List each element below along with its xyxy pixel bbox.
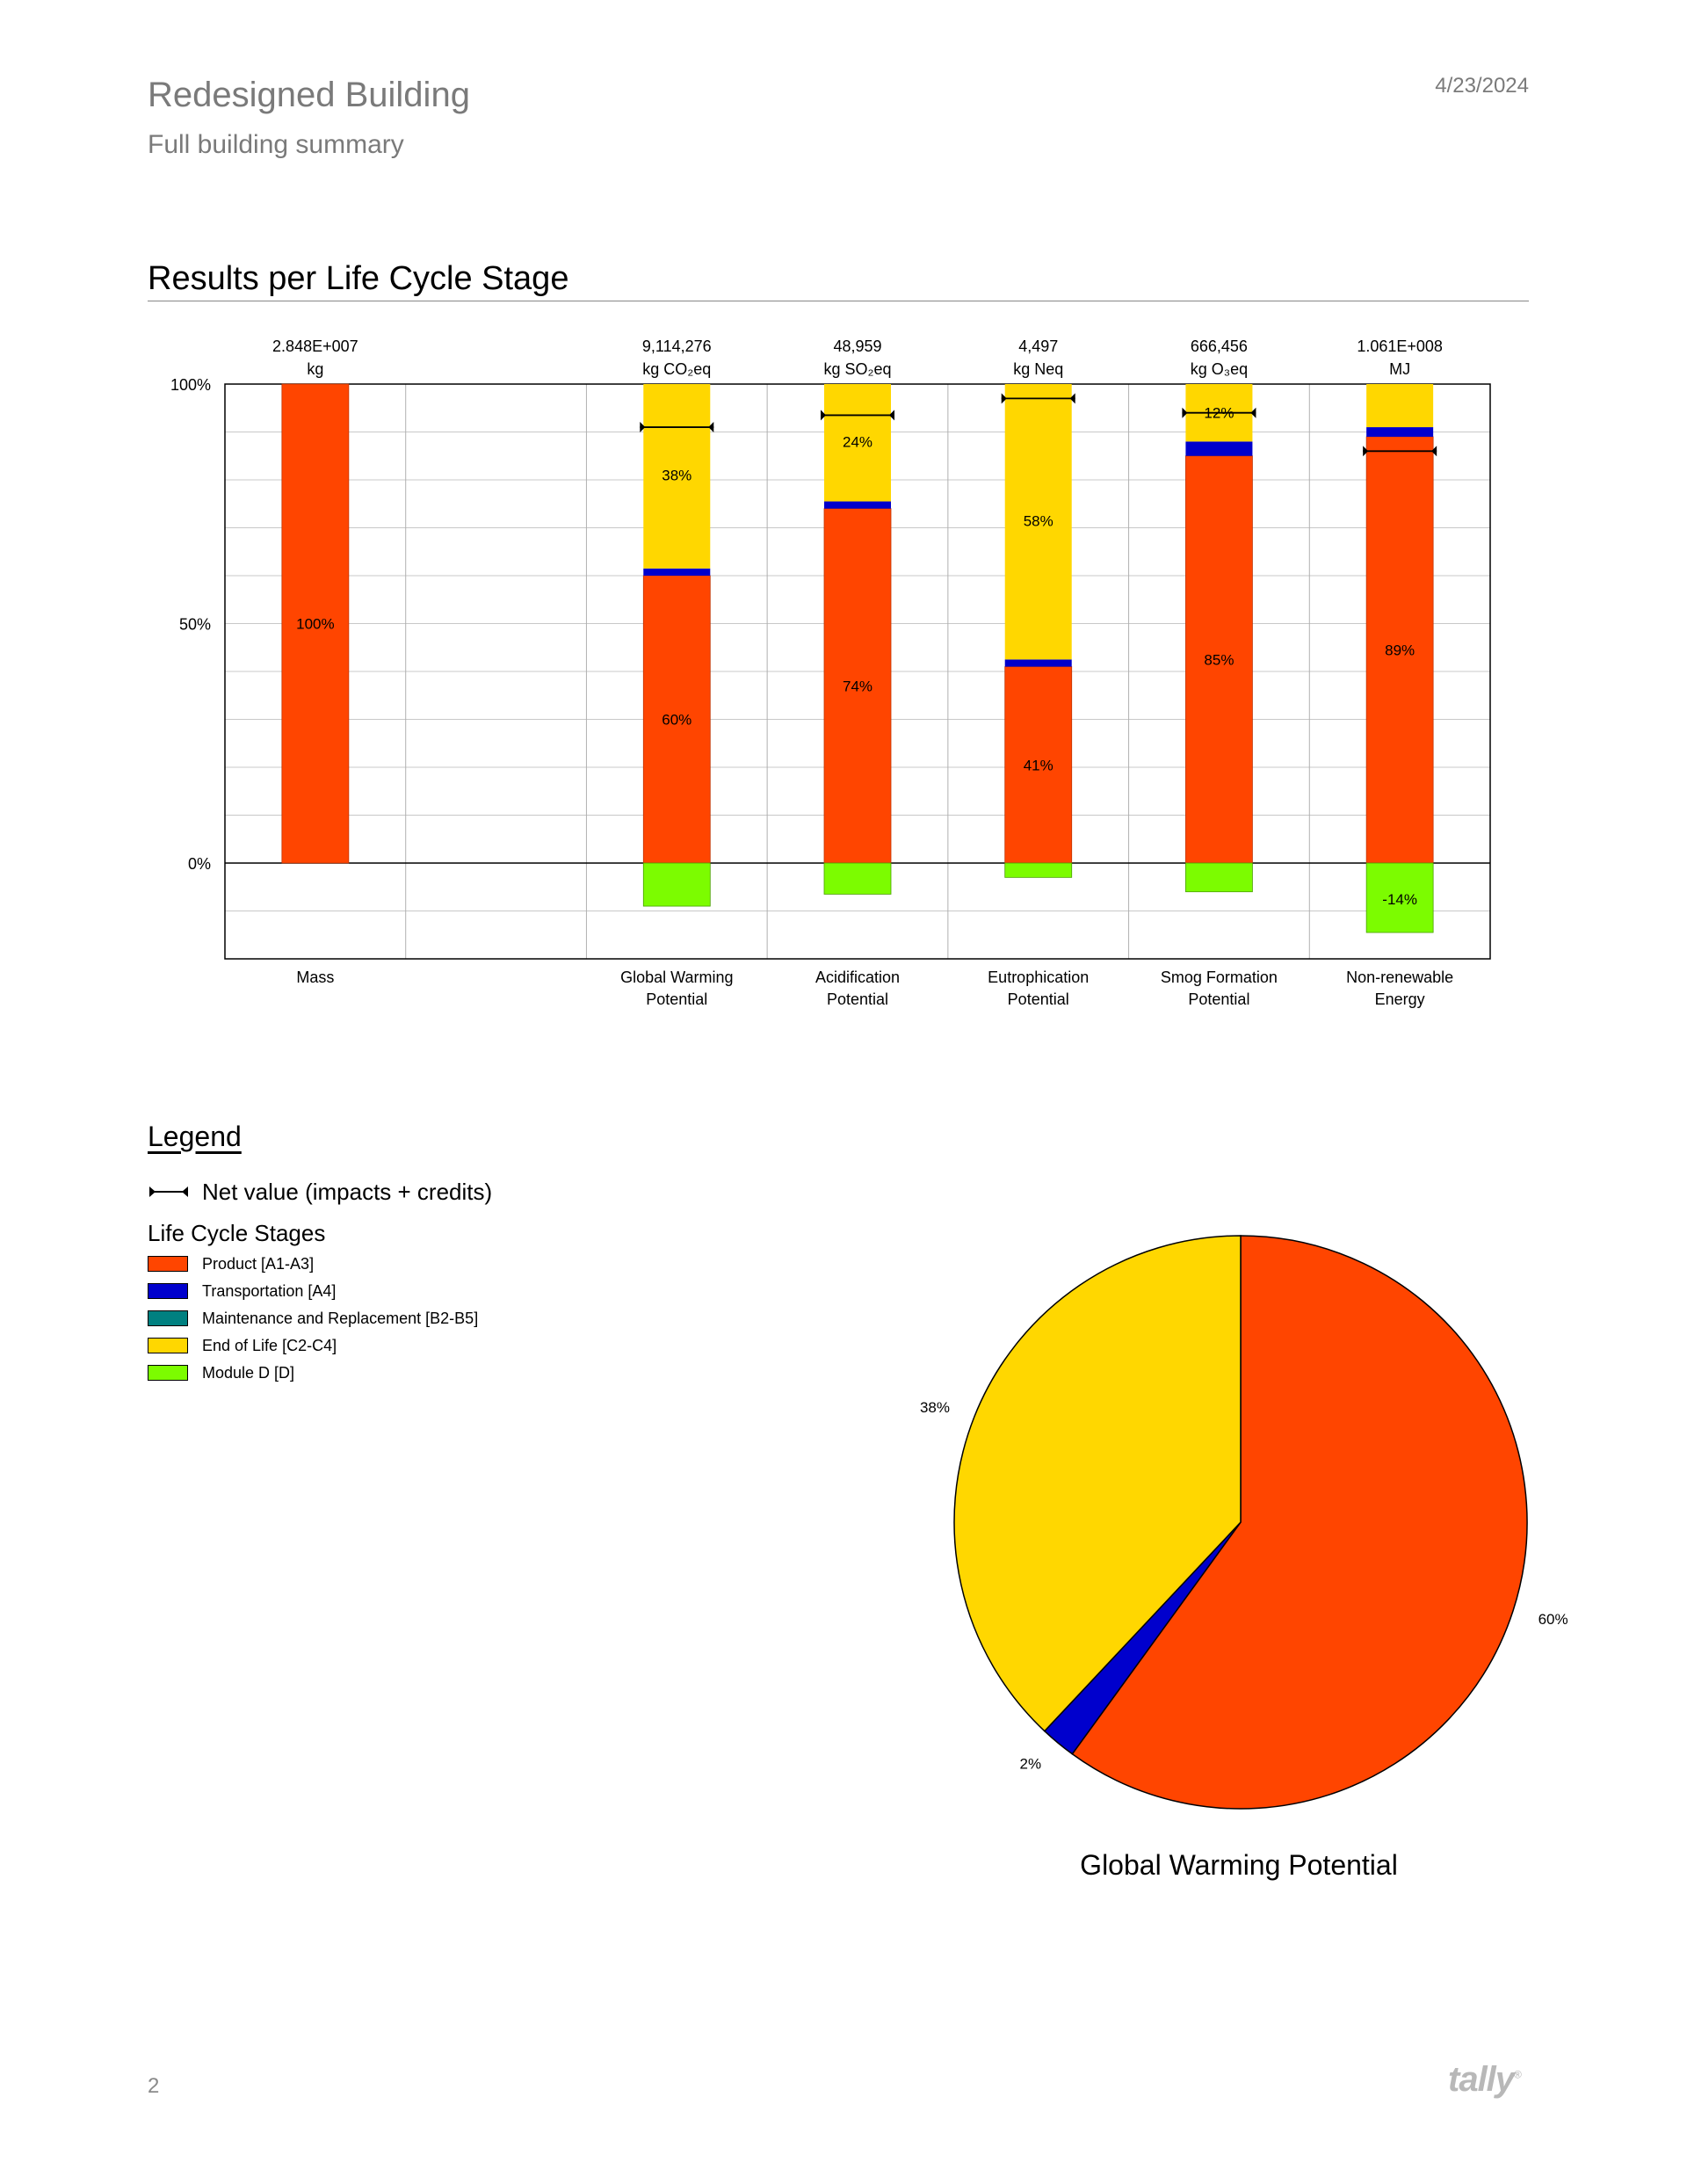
bar-segment-eol xyxy=(643,384,711,569)
net-value-marker xyxy=(640,422,714,433)
category-total-unit: kg Neq xyxy=(1013,360,1063,378)
category-total-value: 9,114,276 xyxy=(642,337,712,355)
bar-segment-product xyxy=(642,575,711,864)
legend-net-label: Net value (impacts + credits) xyxy=(202,1178,493,1205)
net-value-marker xyxy=(1363,446,1437,457)
bar-segment-product xyxy=(1365,436,1434,864)
x-category-label: Potential xyxy=(646,990,707,1008)
bar-segment-transport xyxy=(824,501,891,509)
page-number: 2 xyxy=(148,2074,160,2098)
brand-name: tally xyxy=(1448,2060,1515,2099)
y-tick-label: 0% xyxy=(188,855,211,873)
data-label: 41% xyxy=(1024,757,1053,773)
pie-slice-label: 60% xyxy=(1539,1611,1568,1628)
x-category-label: Energy xyxy=(1375,990,1425,1008)
gwp-pie-chart: 60% 2% 38% xyxy=(920,1235,1568,1810)
bar-segment-transport xyxy=(1185,441,1253,456)
bar-segment-module-d xyxy=(1004,862,1073,878)
data-label: 38% xyxy=(662,468,691,484)
bar-segment-product xyxy=(1185,455,1253,864)
data-label: 74% xyxy=(843,678,872,694)
document-date: 4/23/2024 xyxy=(1435,74,1529,98)
legend-item-module-d: Module D [D] xyxy=(148,1362,294,1383)
net-value-marker xyxy=(821,410,894,421)
net-value-marker xyxy=(1182,407,1256,418)
net-value-marker xyxy=(1001,393,1075,404)
bar-segment-eol xyxy=(1366,384,1434,428)
data-label: 60% xyxy=(662,712,691,729)
bar-segment-transport xyxy=(1004,659,1072,667)
bar-segment-eol xyxy=(1004,384,1072,660)
y-tick-label: 100% xyxy=(170,376,211,394)
legend-item-product: Product [A1-A3] xyxy=(148,1253,314,1274)
life-cycle-stage-bar-chart: 100% 50% 0% 100% 2.848E+007 kg Mass 60% 38% 9,114… xyxy=(170,337,1491,1008)
category-total-unit: kg CO₂eq xyxy=(642,360,711,378)
bar-segment-module-d xyxy=(1365,862,1434,933)
legend-item-maintenance: Maintenance and Replacement [B2-B5] xyxy=(148,1308,478,1329)
data-label: 12% xyxy=(1204,405,1234,422)
data-label: 24% xyxy=(843,433,872,450)
bar-segment-eol xyxy=(824,384,891,502)
category-total-value: 2.848E+007 xyxy=(272,337,358,355)
data-label: 58% xyxy=(1024,512,1053,529)
section-title: Results per Life Cycle Stage xyxy=(148,260,569,297)
legend-net-value: Net value (impacts + credits) xyxy=(148,1176,492,1208)
legend-title: Legend xyxy=(148,1121,242,1152)
pie-slice-2 xyxy=(953,1235,1242,1732)
category-total-value: 666,456 xyxy=(1191,337,1248,355)
category-total-unit: kg O₃eq xyxy=(1191,360,1248,378)
pie-slice-label: 2% xyxy=(1019,1755,1041,1772)
bar-segment-module-d xyxy=(642,862,711,907)
legend-swatch xyxy=(148,1310,188,1326)
bar-segment-transport xyxy=(643,568,711,576)
pie-chart-title: Global Warming Potential xyxy=(1080,1849,1398,1881)
category-total-unit: kg SO₂eq xyxy=(823,360,891,378)
legend-swatch xyxy=(148,1338,188,1353)
legend-item-label: Module D [D] xyxy=(202,1363,295,1382)
category-total-value: 1.061E+008 xyxy=(1357,337,1443,355)
legend-item-label: End of Life [C2-C4] xyxy=(202,1336,337,1354)
legend-item-transportation: Transportation [A4] xyxy=(148,1281,336,1302)
x-category-label: Eutrophication xyxy=(988,969,1089,986)
category-total-unit: kg xyxy=(307,360,323,378)
legend-item-label: Maintenance and Replacement [B2-B5] xyxy=(202,1309,479,1327)
bar-segment-product xyxy=(823,508,892,864)
tally-logo: tally® xyxy=(1448,2060,1522,2100)
x-category-label: Mass xyxy=(296,969,334,986)
legend-swatch xyxy=(148,1283,188,1299)
x-category-label: Potential xyxy=(1008,990,1069,1008)
data-label: 89% xyxy=(1385,642,1415,658)
legend-swatch xyxy=(148,1365,188,1381)
legend-item-label: Product [A1-A3] xyxy=(202,1254,315,1273)
x-category-label: Potential xyxy=(827,990,888,1008)
legend-stages-title: Life Cycle Stages xyxy=(148,1220,326,1246)
document-subtitle: Full building summary xyxy=(148,130,404,159)
x-category-label: Smog Formation xyxy=(1161,969,1278,986)
x-category-label: Acidification xyxy=(815,969,900,986)
document-title: Redesigned Building xyxy=(148,76,470,114)
x-category-label: Global Warming xyxy=(620,969,733,986)
category-total-value: 48,959 xyxy=(833,337,881,355)
data-label: -14% xyxy=(1382,891,1417,908)
legend-item-label: Transportation [A4] xyxy=(202,1281,337,1300)
bar-segment-module-d xyxy=(823,862,892,895)
bar-segment-product xyxy=(281,383,350,864)
category-total-value: 4,497 xyxy=(1018,337,1058,355)
legend-swatch xyxy=(148,1256,188,1272)
bar-segment-transport xyxy=(1366,427,1434,437)
legend-item-end-of-life: End of Life [C2-C4] xyxy=(148,1335,337,1356)
pie-slice-label: 38% xyxy=(920,1399,950,1416)
brand-mark: ® xyxy=(1514,2068,1522,2081)
category-total-unit: MJ xyxy=(1389,360,1410,378)
data-label: 100% xyxy=(296,616,334,633)
x-category-label: Potential xyxy=(1188,990,1249,1008)
data-label: 85% xyxy=(1204,651,1234,668)
y-tick-label: 50% xyxy=(179,616,211,634)
pie-slice-0 xyxy=(1071,1235,1528,1810)
net-value-icon xyxy=(149,1186,188,1197)
x-category-label: Non-renewable xyxy=(1346,969,1453,986)
bar-segment-module-d xyxy=(1185,862,1253,893)
